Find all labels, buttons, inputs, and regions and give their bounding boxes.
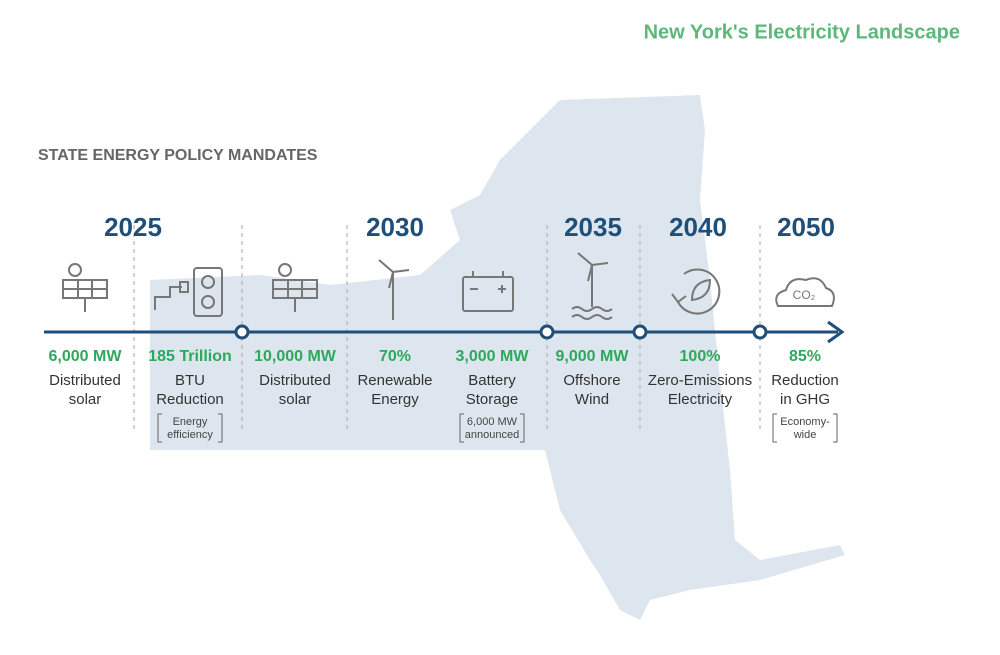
timeline-node: [539, 324, 555, 340]
year: 2050: [777, 212, 835, 242]
mandate-label: Storage: [466, 391, 519, 408]
note-bracket: [772, 413, 838, 443]
mandate-label: in GHG: [780, 391, 830, 408]
timeline-node: [234, 324, 250, 340]
mandate-value: 70%: [379, 348, 411, 365]
page-title: New York's Electricity Landscape: [644, 21, 960, 43]
icon-text: CO₂: [793, 288, 816, 302]
mandate-note: wide: [793, 429, 817, 441]
mandate-label: Offshore: [563, 372, 620, 389]
mandate-label: solar: [69, 391, 102, 408]
mandate-label: Zero-Emissions: [648, 372, 752, 389]
year: 2030: [366, 212, 424, 242]
mandate-value: 6,000 MW: [49, 348, 123, 365]
year: 2040: [669, 212, 727, 242]
mandate-value: 10,000 MW: [254, 348, 337, 365]
mandate-label: Battery: [468, 372, 516, 389]
mandate-label: Reduction: [771, 372, 839, 389]
mandate-note: Energy: [173, 416, 208, 428]
mandate-note: 6,000 MW: [467, 416, 518, 428]
state-map: [150, 95, 845, 620]
mandate-label: Energy: [371, 391, 419, 408]
timeline-node: [632, 324, 648, 340]
section-title: STATE ENERGY POLICY MANDATES: [38, 147, 318, 164]
mandate-label: solar: [279, 391, 312, 408]
mandate-label: Distributed: [49, 372, 121, 389]
mandate-label: BTU: [175, 372, 205, 389]
mandate-note: efficiency: [167, 429, 213, 441]
timeline-node: [752, 324, 768, 340]
mandate-value: 85%: [789, 348, 821, 365]
mandate-value: 9,000 MW: [556, 348, 630, 365]
mandate-note: Economy-: [780, 416, 830, 428]
mandate-label: Wind: [575, 391, 609, 408]
note-bracket: [157, 413, 223, 443]
timeline-arrow: [827, 320, 845, 344]
content: 2025 2030 2035 2040 2050 6,000 MW Distributed s…: [49, 212, 839, 443]
mandate-note: announced: [465, 429, 519, 441]
mandate-label: Distributed: [259, 372, 331, 389]
icons: [62, 252, 835, 320]
note-bracket: [459, 413, 525, 443]
year: 2025: [104, 212, 162, 242]
mandate-label: Reduction: [156, 391, 224, 408]
year: 2035: [564, 212, 622, 242]
mandate-label: Electricity: [668, 391, 733, 408]
mandate-label: Renewable: [357, 372, 432, 389]
mandate-value: 100%: [680, 348, 721, 365]
mandate-value: 185 Trillion: [148, 348, 232, 365]
mandate-value: 3,000 MW: [456, 348, 530, 365]
dividers: [133, 225, 761, 432]
